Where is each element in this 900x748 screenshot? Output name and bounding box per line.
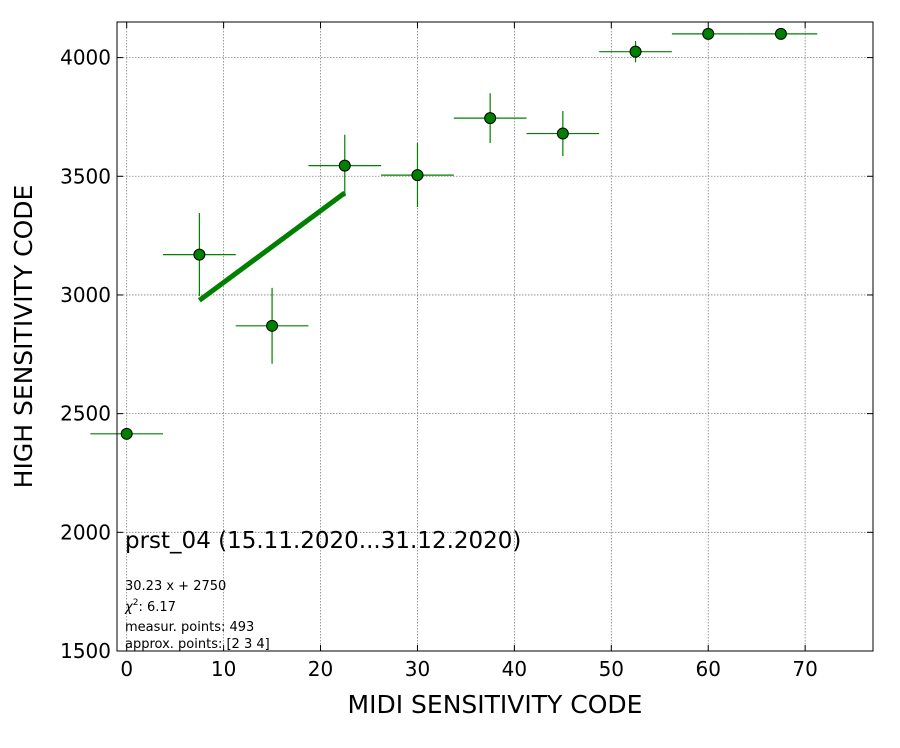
y-tick-label: 1500 [60,639,111,663]
annotation-chi2: χ2: 6.17 [124,598,176,615]
chi2-superscript: 2 [133,598,139,608]
data-point [266,319,279,332]
annotation-box: prst_04 (15.11.2020...31.12.2020) 30.23 … [124,528,521,652]
x-tick-label: 20 [308,657,333,681]
data-point [411,169,424,182]
x-tick-label: 70 [792,657,817,681]
chi2-value: : 6.17 [138,600,175,615]
x-tick-label: 0 [120,657,133,681]
y-tick-label: 4000 [60,46,111,70]
annotation-measur-points: measur. points: 493 [125,620,254,635]
x-tick-label: 60 [696,657,721,681]
data-point [702,27,715,40]
data-point [120,427,133,440]
x-tick-label: 40 [502,657,527,681]
data-point [193,248,206,261]
data-point [484,112,497,125]
annotation-title: prst_04 (15.11.2020...31.12.2020) [125,528,521,554]
annotation-equation: 30.23 x + 2750 [125,579,226,594]
fit-line [197,190,347,303]
x-tick-label: 50 [599,657,624,681]
y-tick-label: 3000 [60,283,111,307]
data-point [774,27,787,40]
annotation-approx-points: approx. points: [2 3 4] [125,637,270,652]
data-points [120,27,787,440]
plot-frame [116,21,874,652]
x-tick-label: 30 [405,657,430,681]
data-point [629,45,642,58]
fit-line-layer [197,190,347,303]
x-axis-label: MIDI SENSITIVITY CODE [348,690,643,719]
data-point [556,127,569,140]
ticks: 0 10 20 30 40 50 60 70 1500 2000 2500 3000 3500 4000 [60,22,873,681]
x-tick-label: 10 [211,657,236,681]
y-axis-label: HIGH SENSITIVITY CODE [9,185,38,489]
chi2-symbol: χ [124,600,134,615]
y-tick-label: 3500 [60,164,111,188]
y-tick-label: 2000 [60,520,111,544]
y-tick-label: 2500 [60,402,111,426]
grid [117,22,873,651]
data-point [338,159,351,172]
